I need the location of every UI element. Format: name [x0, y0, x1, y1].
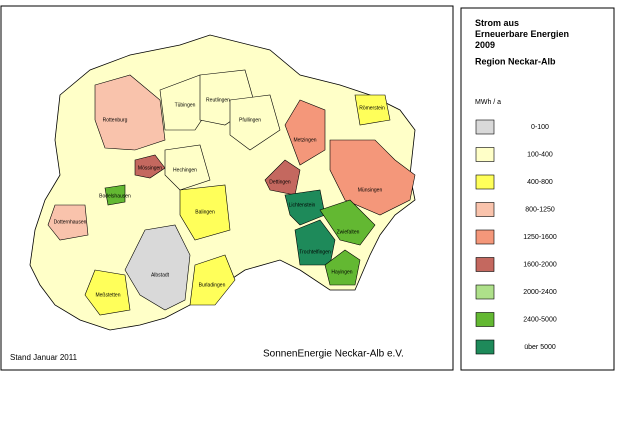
municipality-label: Metzingen [293, 137, 316, 143]
municipality-label: Meßstetten [95, 292, 120, 298]
legend-label: 1600-2000 [523, 261, 557, 268]
municipality [284, 189, 326, 226]
legend-label: 2000-2400 [523, 289, 557, 296]
legend-swatch [475, 202, 495, 217]
municipality-label: Reutlingen [206, 97, 230, 103]
legend-unit: MWh / a [475, 99, 501, 106]
municipality-label: Bodelshausen [99, 193, 131, 199]
municipality-label: Dotternhausen [54, 219, 87, 225]
municipality-label: Zwiefalten [337, 229, 360, 235]
legend-swatch [475, 174, 495, 190]
municipality [264, 159, 301, 196]
municipality [189, 254, 236, 306]
credit: SonnenEnergie Neckar-Alb e.V. [263, 349, 404, 360]
municipality-label: Hayingen [331, 269, 352, 275]
legend-label: 400-800 [527, 179, 553, 186]
municipality [104, 184, 126, 206]
map-labels: Rottenburg Tübingen Reutlingen Metzingen Mün… [54, 97, 385, 298]
municipality-label: Römerstein [359, 105, 385, 111]
municipality-label: Rottenburg [103, 117, 128, 123]
legend-swatch [475, 339, 495, 355]
municipality [179, 184, 231, 241]
municipality-label: Dettingen [269, 179, 291, 185]
municipality-label: Lichtenstein [289, 202, 316, 208]
municipality-label: Balingen [195, 209, 215, 215]
municipality-label: Hechingen [173, 167, 197, 173]
legend-label: über 5000 [524, 344, 556, 351]
legend-swatch [475, 229, 495, 245]
municipality-label: Trochtelfingen [299, 249, 331, 255]
legend-subtitle: Region Neckar-Alb [475, 56, 556, 66]
legend-label: 2400-5000 [523, 316, 557, 323]
municipality [294, 219, 336, 266]
legend-label: 1250-1600 [523, 234, 557, 241]
stand: Stand Januar 2011 [10, 353, 78, 362]
legend-swatch [475, 257, 495, 272]
municipality-label: Münsingen [358, 187, 383, 193]
municipality [94, 74, 166, 151]
municipality-label: Mössingen [138, 165, 162, 171]
municipality-label: Tübingen [175, 102, 196, 108]
municipality [284, 99, 326, 166]
legend-swatch [475, 147, 495, 162]
municipality [134, 154, 166, 179]
municipality [229, 94, 281, 151]
legend-swatch [475, 119, 495, 135]
legend-swatch [475, 284, 495, 300]
municipality-label: Albstadt [151, 272, 170, 278]
municipality [164, 144, 211, 191]
municipality-label: Pfullingen [239, 117, 261, 123]
legend: 0-100 100-400 400-800 800-1250 1250-1600 1600… [475, 119, 557, 355]
municipality [47, 204, 89, 241]
legend-swatch [475, 312, 495, 327]
municipality [124, 224, 191, 311]
legend-label: 100-400 [527, 151, 553, 158]
municipality [324, 249, 361, 286]
municipality-label: Burladingen [199, 282, 226, 288]
map [29, 34, 416, 331]
legend-label: 0-100 [531, 124, 549, 131]
municipality [319, 199, 376, 246]
municipality [329, 139, 416, 216]
legend-label: 800-1250 [525, 206, 555, 213]
legend-title: Strom aus Erneuerbare Energien 2009 [475, 18, 569, 50]
municipality [354, 94, 391, 126]
municipality [84, 269, 131, 316]
